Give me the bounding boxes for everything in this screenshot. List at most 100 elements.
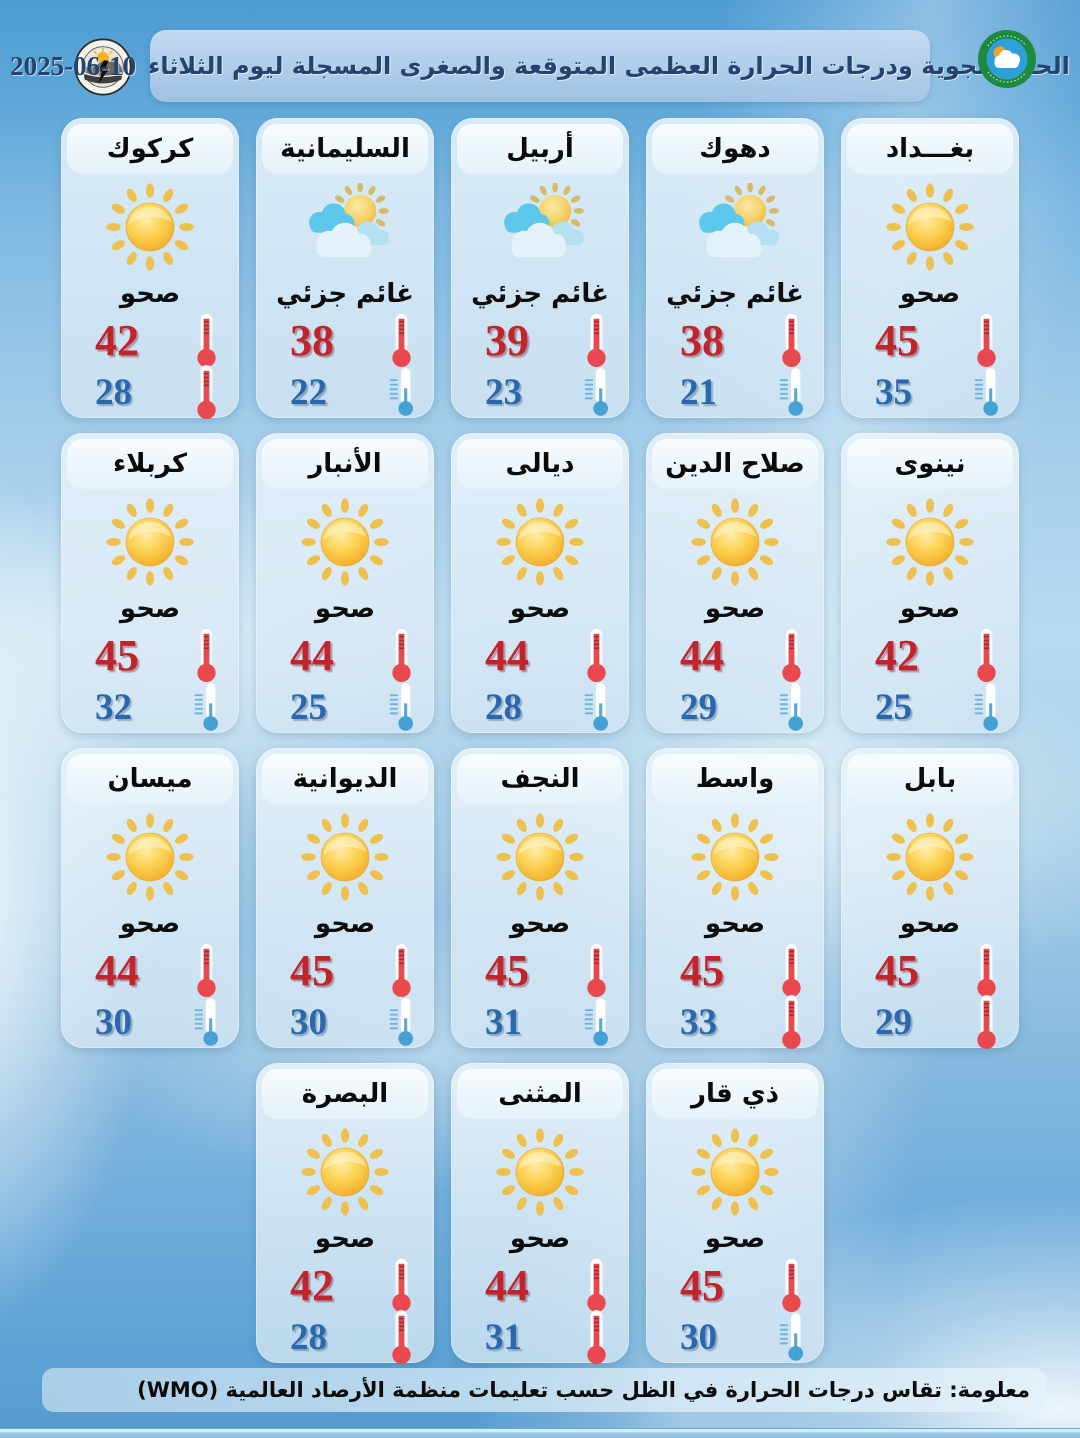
max-temp-row: 38	[278, 312, 418, 368]
temperature-block: 44 29	[646, 627, 824, 733]
condition-label: صحو	[314, 594, 376, 624]
thermometer-low-icon	[972, 680, 1003, 734]
forecast-dept-logo-graphic	[74, 38, 132, 96]
thermometer-low-icon	[387, 995, 418, 1049]
sun-behind-clouds-icon	[256, 178, 434, 276]
max-temp-row: 42	[863, 627, 1003, 683]
city-name: المثنى	[457, 1069, 623, 1119]
city-name: كربلاء	[67, 439, 233, 489]
max-temp-value: 44	[485, 630, 529, 680]
sun-icon	[61, 178, 239, 276]
temperature-block: 42 28	[256, 1257, 434, 1365]
city-card: بابل صحو 45 29	[841, 748, 1019, 1050]
min-temp-row: 23	[473, 366, 613, 418]
min-temp-value: 30	[95, 1001, 132, 1043]
min-temp-value: 25	[875, 686, 912, 728]
thermometer-high-icon	[580, 312, 613, 368]
sun-icon	[256, 1123, 434, 1221]
city-card: الديوانية صحو 45 30	[256, 748, 434, 1048]
min-temp-value: 32	[95, 686, 132, 728]
thermometer-high-icon	[190, 312, 223, 368]
thermometer-high-icon	[580, 1257, 613, 1313]
min-temp-row: 21	[668, 366, 808, 418]
min-temp-row: 30	[668, 1311, 808, 1363]
thermometer-high-icon	[775, 1257, 808, 1313]
min-temp-row: 31	[473, 1309, 613, 1365]
header-bar: الحالة الجوية ودرجات الحرارة العظمى المت…	[10, 30, 1070, 102]
cards-row: بغـــداد صحو 45 35	[60, 118, 1020, 420]
temperature-block: 45 31	[451, 942, 629, 1048]
thermometer-high-icon	[385, 312, 418, 368]
min-temp-row: 30	[83, 996, 223, 1048]
min-temp-value: 22	[290, 371, 327, 413]
city-name: واسط	[652, 754, 818, 804]
max-temp-row: 45	[473, 942, 613, 998]
thermometer-high-icon	[775, 627, 808, 683]
thermometer-high-icon	[775, 312, 808, 368]
thermometer-high-icon	[970, 312, 1003, 368]
city-card: الأنبار صحو 44 25	[256, 433, 434, 733]
condition-label: غائم جزئي	[471, 279, 609, 309]
city-name: البصرة	[262, 1069, 428, 1119]
min-temp-row: 33	[668, 994, 808, 1050]
condition-label: صحو	[509, 594, 571, 624]
condition-label: صحو	[314, 1224, 376, 1254]
city-card: كركوك صحو 42 28	[61, 118, 239, 420]
max-temp-row: 44	[668, 627, 808, 683]
city-name: نينوى	[847, 439, 1013, 489]
thermometer-low-icon	[192, 680, 223, 734]
min-temp-value: 23	[485, 371, 522, 413]
condition-label: صحو	[314, 909, 376, 939]
max-temp-value: 45	[875, 315, 919, 365]
temperature-block: 44 25	[256, 627, 434, 733]
thermometer-low-icon	[190, 364, 223, 420]
thermometer-low-icon	[777, 680, 808, 734]
sun-icon	[646, 808, 824, 906]
min-temp-value: 35	[875, 371, 912, 413]
sun-icon	[451, 808, 629, 906]
min-temp-row: 29	[668, 681, 808, 733]
max-temp-value: 42	[875, 630, 919, 680]
thermometer-low-icon	[582, 995, 613, 1049]
sun-icon	[451, 493, 629, 591]
thermometer-high-icon	[580, 942, 613, 998]
thermometer-low-icon	[192, 995, 223, 1049]
max-temp-row: 45	[668, 1257, 808, 1313]
temperature-block: 45 29	[841, 942, 1019, 1050]
sun-icon	[841, 493, 1019, 591]
min-temp-row: 28	[473, 681, 613, 733]
thermometer-low-icon	[385, 1309, 418, 1365]
max-temp-value: 44	[95, 945, 139, 995]
thermometer-low-icon	[970, 994, 1003, 1050]
report-date: 2025-06-10	[10, 50, 137, 81]
city-card: بغـــداد صحو 45 35	[841, 118, 1019, 418]
max-temp-row: 45	[83, 627, 223, 683]
thermometer-low-icon	[387, 680, 418, 734]
thermometer-low-icon	[972, 365, 1003, 419]
condition-label: صحو	[509, 1224, 571, 1254]
thermometer-high-icon	[190, 942, 223, 998]
temperature-block: 44 30	[61, 942, 239, 1048]
sun-behind-clouds-icon	[646, 178, 824, 276]
thermometer-low-icon	[387, 365, 418, 419]
temperature-block: 44 28	[451, 627, 629, 733]
max-temp-value: 44	[290, 630, 334, 680]
min-temp-row: 25	[278, 681, 418, 733]
min-temp-row: 31	[473, 996, 613, 1048]
max-temp-value: 45	[680, 945, 724, 995]
city-card: أربيل غائم جزئي 39	[451, 118, 629, 418]
condition-label: صحو	[704, 1224, 766, 1254]
temperature-block: 44 31	[451, 1257, 629, 1365]
max-temp-row: 38	[668, 312, 808, 368]
max-temp-value: 39	[485, 315, 529, 365]
sun-icon	[451, 1123, 629, 1221]
city-name: ذي قار	[652, 1069, 818, 1119]
temperature-block: 42 28	[61, 312, 239, 420]
min-temp-row: 30	[278, 996, 418, 1048]
min-temp-row: 28	[83, 364, 223, 420]
min-temp-row: 35	[863, 366, 1003, 418]
min-temp-row: 25	[863, 681, 1003, 733]
condition-label: غائم جزئي	[666, 279, 804, 309]
city-card: ذي قار صحو 45 30	[646, 1063, 824, 1363]
condition-label: صحو	[899, 909, 961, 939]
